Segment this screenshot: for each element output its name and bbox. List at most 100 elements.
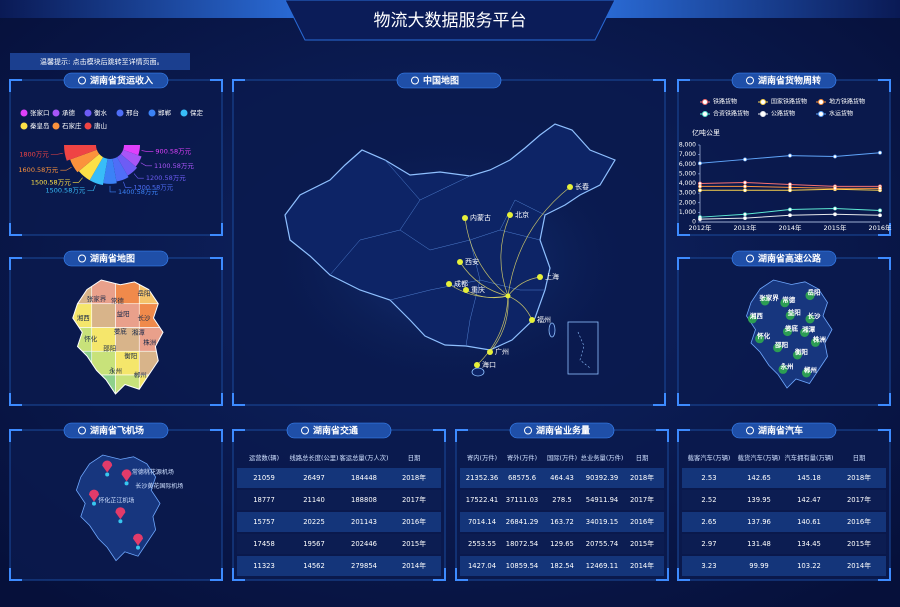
corner bbox=[210, 393, 223, 406]
table-cell: 19567 bbox=[303, 540, 325, 548]
y-tick-label: 8,000 bbox=[679, 142, 696, 149]
table-row bbox=[237, 556, 441, 576]
table-cell: 17458 bbox=[253, 540, 275, 548]
table-row bbox=[237, 490, 441, 510]
panel-title-pill bbox=[731, 250, 837, 267]
table-header: 载客汽车(万辆) bbox=[688, 453, 731, 462]
corner bbox=[210, 257, 223, 270]
rose-sector bbox=[89, 157, 108, 186]
x-tick-label: 2015年 bbox=[823, 223, 847, 232]
panel-title-pill bbox=[63, 422, 169, 439]
legend-label: 水运货物 bbox=[829, 110, 853, 118]
city-dot bbox=[446, 281, 452, 287]
corner bbox=[9, 393, 22, 406]
y-axis-label: 亿吨公里 bbox=[692, 128, 720, 137]
rose-sector bbox=[117, 153, 138, 176]
corner bbox=[210, 79, 223, 92]
table-cell: 99.99 bbox=[749, 562, 768, 570]
table-cell: 26841.29 bbox=[506, 518, 538, 526]
legend-label: 国家铁路货物 bbox=[771, 98, 807, 106]
legend-marker bbox=[84, 109, 92, 117]
data-point bbox=[698, 217, 702, 222]
table-header: 线路总长度(公里) bbox=[290, 453, 339, 462]
x-tick-label: 2014年 bbox=[778, 223, 802, 232]
legend-label: 邯郸 bbox=[158, 109, 172, 117]
label-leader bbox=[109, 185, 116, 193]
table-cell: 54911.94 bbox=[586, 496, 618, 504]
table-cell: 202446 bbox=[351, 540, 377, 548]
city-dot bbox=[537, 274, 543, 280]
table-row bbox=[682, 468, 886, 488]
table-cell: 3.23 bbox=[701, 562, 716, 570]
airport-pin bbox=[115, 507, 126, 520]
rose-sector bbox=[64, 145, 97, 161]
legend-label: 张家口 bbox=[30, 108, 50, 117]
legend-label: 衡水 bbox=[94, 108, 108, 117]
value-label: 1500.58万元 bbox=[31, 178, 71, 186]
city-dot bbox=[487, 349, 493, 355]
province-border bbox=[329, 229, 431, 276]
legend-label: 唐山 bbox=[94, 121, 107, 130]
map-label: 邵阳 bbox=[774, 340, 789, 349]
table-cell: 2.52 bbox=[701, 496, 716, 504]
data-point bbox=[788, 185, 792, 190]
map-label: 郴州 bbox=[804, 365, 817, 374]
data-point bbox=[788, 153, 792, 158]
legend-label: 秦皇岛 bbox=[30, 121, 50, 130]
table-cell: 2014年 bbox=[847, 561, 871, 570]
table-cell: 2.97 bbox=[701, 540, 716, 548]
legend-marker bbox=[818, 111, 824, 117]
corner bbox=[878, 568, 891, 581]
china-outline bbox=[284, 123, 616, 351]
flight-route bbox=[464, 217, 509, 297]
y-tick-label: 4,000 bbox=[679, 180, 696, 187]
south-sea-islands bbox=[577, 331, 591, 369]
table-cell: 2014年 bbox=[630, 561, 654, 570]
city-label: 内蒙古 bbox=[470, 213, 491, 222]
map-label: 衡阳 bbox=[795, 347, 809, 356]
panel[interactable] bbox=[9, 79, 223, 236]
city-node bbox=[773, 343, 783, 353]
panel-title: 湖南省地图 bbox=[90, 253, 135, 265]
corner bbox=[232, 79, 245, 92]
corner bbox=[677, 257, 690, 270]
airport-pin bbox=[102, 460, 113, 473]
table-cell: 131.48 bbox=[747, 540, 771, 548]
city-dot bbox=[463, 287, 469, 293]
rose-sector bbox=[103, 158, 117, 184]
map-label: 岳阳 bbox=[138, 288, 151, 297]
table-cell: 34019.15 bbox=[586, 518, 618, 526]
header-plate bbox=[284, 0, 616, 41]
legend-marker bbox=[116, 109, 124, 117]
table-cell: 2015年 bbox=[847, 539, 871, 548]
table-cell: 2.65 bbox=[701, 518, 716, 526]
legend-marker bbox=[760, 99, 766, 105]
panel-title: 湖南省高速公路 bbox=[758, 253, 822, 265]
hub-dot bbox=[505, 293, 511, 299]
table-cell: 18777 bbox=[253, 496, 275, 504]
table-row bbox=[460, 556, 664, 576]
table-cell: 68575.6 bbox=[508, 474, 536, 482]
city-label: 成都 bbox=[454, 279, 468, 288]
corner bbox=[656, 568, 669, 581]
label-leader bbox=[141, 150, 154, 152]
corner bbox=[455, 429, 468, 442]
map-label: 益阳 bbox=[117, 309, 130, 318]
corner bbox=[878, 429, 891, 442]
table-header: 日期 bbox=[408, 454, 421, 462]
province-border bbox=[499, 199, 546, 231]
data-point bbox=[878, 213, 882, 218]
label-leader bbox=[133, 173, 144, 179]
data-point bbox=[833, 212, 837, 217]
legend-label: 承德 bbox=[62, 108, 76, 117]
table-cell: 279854 bbox=[351, 562, 377, 570]
header-bar-right bbox=[600, 0, 900, 18]
map-label: 张家界 bbox=[87, 294, 107, 303]
flight-route bbox=[489, 295, 509, 353]
data-point bbox=[743, 184, 747, 189]
table-cell: 15757 bbox=[253, 518, 275, 526]
data-point bbox=[788, 213, 792, 218]
map-label: 长沙 bbox=[808, 311, 822, 320]
table-cell: 37111.03 bbox=[506, 496, 538, 504]
province-border bbox=[429, 229, 541, 251]
